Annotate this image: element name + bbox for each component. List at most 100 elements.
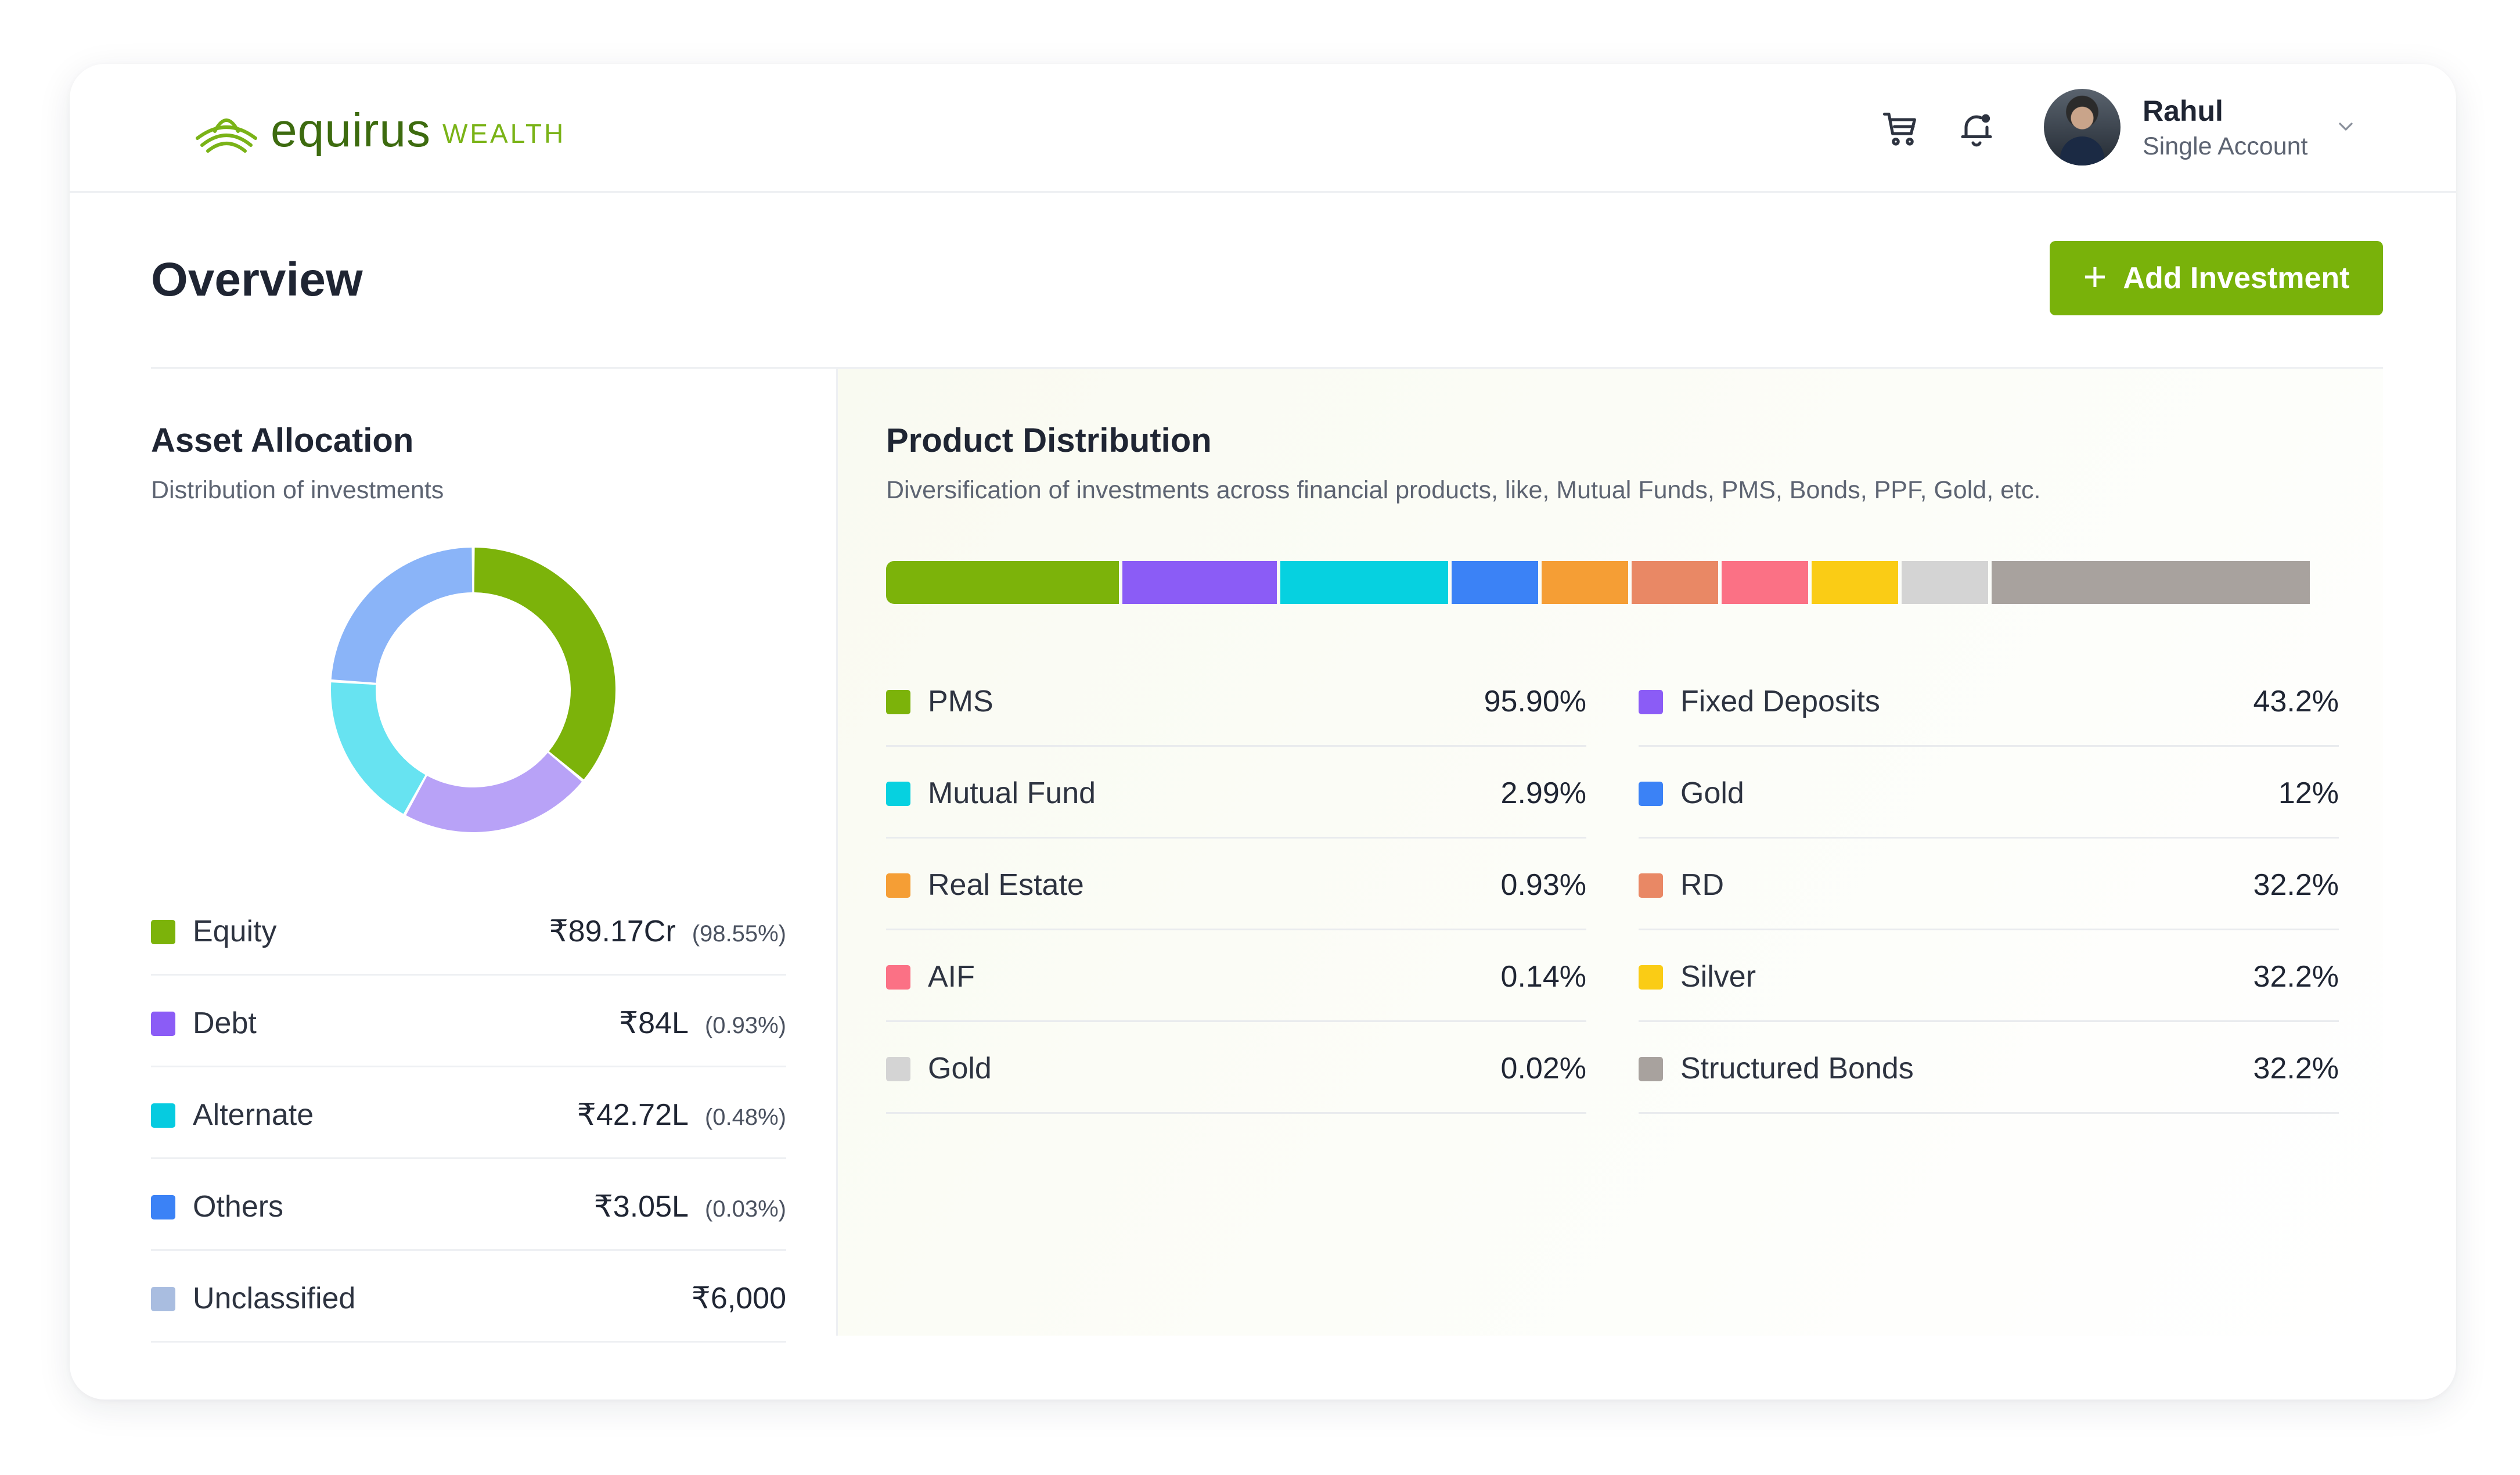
product-label: AIF [928, 960, 975, 994]
product-row-structured-bonds[interactable]: Structured Bonds 32.2% [1639, 1022, 2339, 1114]
product-row-gold[interactable]: Gold 12% [1639, 747, 2339, 839]
product-percent: 43.2% [2253, 685, 2339, 718]
asset-amount: ₹89.17Cr [549, 915, 676, 948]
user-account-type[interactable]: Single Account [2143, 132, 2308, 160]
product-row-rd[interactable]: RD 32.2% [1639, 839, 2339, 930]
product-row-fixed-deposits[interactable]: Fixed Deposits 43.2% [1639, 655, 2339, 747]
asset-row-alternate[interactable]: Alternate ₹42.72L (0.48%) [151, 1067, 786, 1159]
leaf-logo-icon [196, 118, 257, 153]
asset-percent: (0.48%) [704, 1105, 786, 1130]
product-label: Mutual Fund [928, 776, 1096, 810]
asset-label: Equity [193, 915, 277, 948]
user-name[interactable]: Rahul [2143, 95, 2223, 127]
stacked-bar-segment-1[interactable] [886, 561, 1119, 604]
stacked-bar-segment-7[interactable] [1721, 561, 1808, 604]
asset-allocation-donut-chart [331, 548, 615, 832]
asset-label: Others [193, 1190, 284, 1224]
product-row-real-estate[interactable]: Real Estate 0.93% [886, 839, 1586, 930]
product-percent: 12% [2278, 776, 2339, 810]
avatar[interactable] [2044, 89, 2121, 166]
plus-icon: + [2083, 254, 2107, 299]
stacked-bar-segment-5[interactable] [1541, 561, 1628, 604]
product-label: Real Estate [928, 868, 1084, 902]
brand-logo[interactable]: equirus WEALTH [192, 102, 566, 160]
donut-slice-others[interactable] [331, 548, 473, 683]
asset-row-debt[interactable]: Debt ₹84L (0.93%) [151, 976, 786, 1067]
product-label: RD [1680, 868, 1725, 902]
legend-swatch [151, 1103, 175, 1128]
asset-row-equity[interactable]: Equity ₹89.17Cr (98.55%) [151, 884, 786, 976]
asset-amount: ₹84L [619, 1006, 689, 1040]
product-label: Gold [1680, 776, 1744, 810]
chevron-down-icon[interactable] [2334, 115, 2357, 138]
product-row-silver[interactable]: Silver 32.2% [1639, 930, 2339, 1022]
cart-icon[interactable] [1878, 106, 1924, 152]
stacked-bar-segment-9[interactable] [1901, 561, 1989, 604]
donut-slice-alternate[interactable] [331, 682, 426, 814]
stacked-bar-segment-2[interactable] [1122, 561, 1277, 604]
section-divider [151, 367, 2383, 369]
asset-percent: (0.93%) [704, 1013, 786, 1038]
legend-swatch [886, 873, 910, 898]
product-percent: 95.90% [1484, 685, 1586, 718]
asset-amount: ₹42.72L [577, 1098, 689, 1132]
stacked-bar-segment-3[interactable] [1280, 561, 1448, 604]
product-percent: 0.02% [1500, 1052, 1586, 1085]
product-row-aif[interactable]: AIF 0.14% [886, 930, 1586, 1022]
product-percent: 32.2% [2253, 868, 2339, 902]
brand-sub: WEALTH [442, 118, 566, 149]
asset-allocation-subtitle: Distribution of investments [151, 476, 444, 504]
product-label: Gold [928, 1052, 992, 1085]
stacked-bar-segment-8[interactable] [1811, 561, 1898, 604]
product-distribution-stacked-bar [886, 561, 2337, 604]
legend-swatch [886, 782, 910, 806]
legend-swatch [1639, 965, 1663, 990]
product-percent: 0.93% [1500, 868, 1586, 902]
legend-swatch [886, 965, 910, 990]
product-percent: 32.2% [2253, 1052, 2339, 1085]
product-distribution-subtitle: Diversification of investments across fi… [886, 476, 2041, 504]
product-label: Fixed Deposits [1680, 685, 1880, 718]
product-row-gold[interactable]: Gold 0.02% [886, 1022, 1586, 1114]
asset-amount: ₹3.05L [593, 1190, 689, 1224]
product-distribution-title: Product Distribution [886, 422, 1212, 459]
legend-swatch [886, 1057, 910, 1081]
legend-swatch [151, 1012, 175, 1036]
legend-swatch [151, 1287, 175, 1311]
asset-label: Unclassified [193, 1282, 356, 1315]
asset-row-others[interactable]: Others ₹3.05L (0.03%) [151, 1159, 786, 1251]
asset-label: Debt [193, 1006, 257, 1040]
product-label: Structured Bonds [1680, 1052, 1914, 1085]
legend-swatch [1639, 782, 1663, 806]
asset-percent: (0.03%) [704, 1196, 786, 1222]
product-percent: 0.14% [1500, 960, 1586, 994]
stacked-bar-segment-6[interactable] [1631, 561, 1718, 604]
asset-label: Alternate [193, 1098, 314, 1132]
asset-values: ₹89.17Cr (98.55%) [549, 914, 786, 949]
product-label: PMS [928, 685, 993, 718]
product-row-mutual-fund[interactable]: Mutual Fund 2.99% [886, 747, 1586, 839]
bell-icon[interactable] [1953, 106, 2000, 152]
legend-swatch [1639, 1057, 1663, 1081]
stacked-bar-segment-4[interactable] [1451, 561, 1538, 604]
asset-amount: ₹6,000 [691, 1282, 786, 1315]
asset-values: ₹6,000 [692, 1281, 786, 1316]
product-row-pms[interactable]: PMS 95.90% [886, 655, 1586, 747]
asset-values: ₹84L (0.93%) [619, 1006, 786, 1041]
add-investment-button[interactable]: + Add Investment [2050, 241, 2383, 315]
stacked-bar-segment-10[interactable] [1992, 561, 2310, 604]
product-label: Silver [1680, 960, 1756, 994]
add-investment-label: Add Investment [2123, 261, 2350, 295]
donut-slice-debt[interactable] [406, 753, 582, 832]
top-bar: equirus WEALTH Rahul Single Account [70, 64, 2456, 193]
legend-swatch [151, 1195, 175, 1219]
legend-swatch [1639, 690, 1663, 714]
product-percent: 2.99% [1500, 776, 1586, 810]
product-percent: 32.2% [2253, 960, 2339, 994]
asset-row-unclassified[interactable]: Unclassified ₹6,000 [151, 1251, 786, 1343]
asset-percent: (98.55%) [692, 921, 786, 947]
donut-slice-equity[interactable] [474, 548, 615, 780]
page-title: Overview [151, 253, 363, 306]
legend-swatch [151, 920, 175, 944]
legend-swatch [886, 690, 910, 714]
